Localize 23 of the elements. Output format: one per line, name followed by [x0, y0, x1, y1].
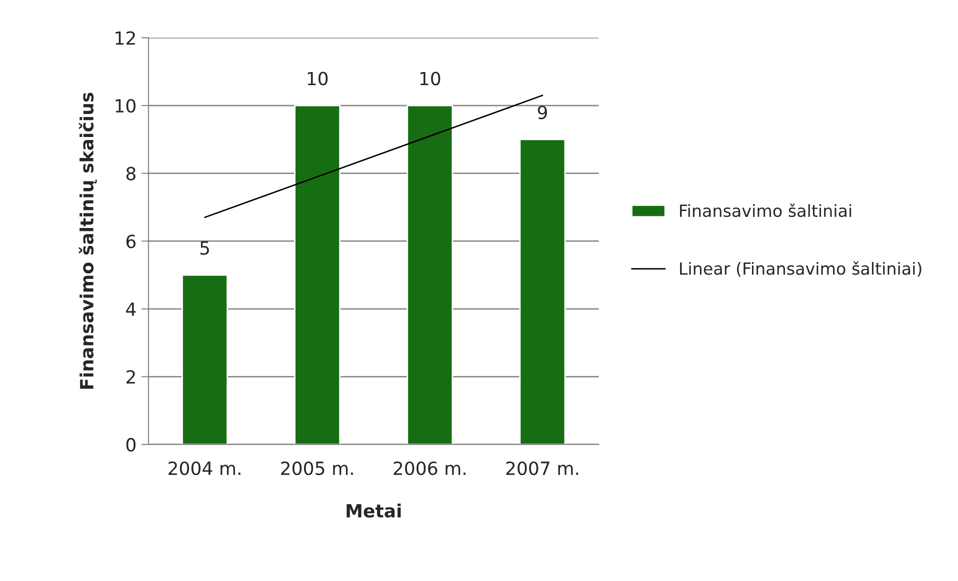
bar — [182, 274, 228, 444]
y-tick-label: 0 — [126, 438, 136, 452]
y-tick-label: 6 — [126, 234, 136, 248]
data-label: 10 — [308, 72, 328, 86]
legend-label: Finansavimo šaltiniai — [680, 203, 852, 218]
x-tick-label: 2005 m. — [281, 461, 353, 476]
y-tick-label: 10 — [116, 99, 136, 113]
data-label: 5 — [200, 241, 209, 255]
legend-label: Linear (Finansavimo šaltiniai) — [680, 261, 922, 277]
bar — [519, 138, 566, 444]
bar — [406, 104, 454, 444]
x-axis-title: Metai — [346, 504, 401, 518]
y-tick-label: 4 — [126, 302, 136, 316]
x-tick-label: 2004 m. — [168, 461, 240, 476]
data-label: 9 — [538, 106, 547, 120]
bar — [294, 104, 341, 444]
x-tick-label: 2006 m. — [394, 461, 466, 476]
x-tick-label: 2007 m. — [506, 461, 578, 476]
data-label: 10 — [420, 72, 440, 86]
y-axis-title: Finansavimo šaltinių skaičius — [78, 92, 97, 389]
y-tick-label: 8 — [126, 166, 136, 180]
y-tick-label: 2 — [126, 370, 135, 384]
y-tick-label: 12 — [116, 31, 135, 45]
